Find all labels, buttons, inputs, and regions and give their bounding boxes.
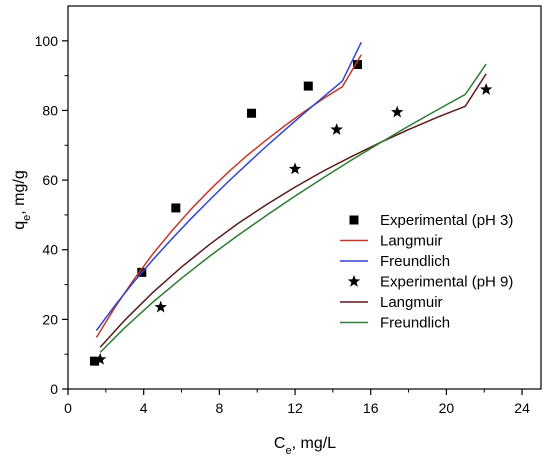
data-point	[391, 105, 404, 118]
series-line	[99, 63, 487, 353]
data-point	[247, 108, 257, 118]
legend: Experimental (pH 3) Langmuir Freundlich Exp…	[340, 212, 513, 332]
data-point	[154, 300, 167, 313]
data-point	[93, 352, 107, 365]
x-tick-label: 4	[140, 400, 148, 416]
legend-item-4: Langmuir	[340, 294, 443, 311]
data-point	[171, 203, 181, 213]
legend-label: Langmuir	[380, 294, 443, 311]
data-point	[479, 83, 493, 95]
data-point	[330, 123, 343, 135]
x-tick-label: 24	[514, 400, 530, 416]
series-3	[93, 83, 493, 365]
x-tick-label: 20	[439, 400, 455, 416]
y-tick-label: 20	[42, 311, 58, 327]
y-axis-label: qe, mg/g	[11, 170, 33, 230]
y-tick-label: 40	[42, 242, 58, 258]
legend-item-0: Experimental (pH 3)	[349, 212, 513, 229]
data-point	[303, 81, 313, 91]
data-point	[288, 162, 302, 175]
series-2	[95, 41, 362, 331]
legend-item-5: Freundlich	[340, 315, 450, 332]
series-line	[95, 41, 362, 331]
legend-swatch	[349, 215, 359, 225]
x-tick-label: 16	[363, 400, 379, 416]
plot-frame	[67, 5, 542, 390]
plot-area	[89, 41, 493, 366]
axes: 0 4 8 12 16 20 24 0 20 40 60 80 100	[35, 5, 542, 416]
data-point	[89, 356, 99, 366]
x-tick-label: 12	[287, 400, 303, 416]
series-1	[95, 54, 362, 338]
legend-label: Experimental (pH 3)	[380, 212, 513, 229]
y-tick-label: 80	[42, 102, 58, 118]
x-axis-label: Ce, mg/L	[274, 435, 336, 457]
y-tick-label: 100	[35, 33, 59, 49]
legend-label: Freundlich	[380, 253, 450, 270]
legend-label: Langmuir	[380, 233, 443, 250]
series-line	[95, 54, 362, 338]
x-tick-label: 0	[64, 400, 72, 416]
legend-item-3: Experimental (pH 9)	[347, 274, 513, 291]
series-0	[89, 59, 362, 366]
legend-item-1: Langmuir	[340, 233, 443, 250]
legend-label: Experimental (pH 9)	[380, 274, 513, 291]
series-line	[99, 73, 487, 348]
y-tick-label: 0	[50, 381, 58, 397]
series-5	[99, 63, 487, 353]
legend-swatch	[347, 275, 361, 287]
legend-item-2: Freundlich	[340, 253, 450, 270]
data-point	[352, 59, 362, 69]
x-tick-label: 8	[215, 400, 223, 416]
legend-label: Freundlich	[380, 315, 450, 332]
y-tick-label: 60	[42, 172, 58, 188]
series-4	[99, 73, 487, 348]
